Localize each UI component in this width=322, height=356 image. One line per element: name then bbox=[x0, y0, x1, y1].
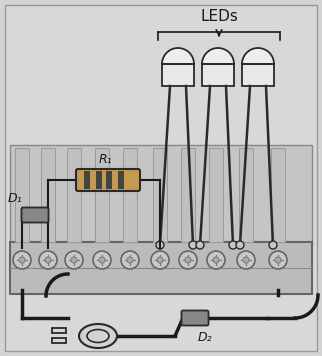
Circle shape bbox=[99, 257, 105, 263]
Bar bbox=[106, 171, 112, 189]
Bar bbox=[271, 148, 285, 242]
FancyBboxPatch shape bbox=[22, 208, 49, 222]
Bar bbox=[96, 171, 102, 189]
Circle shape bbox=[275, 257, 281, 263]
Bar bbox=[181, 148, 195, 242]
Bar bbox=[118, 171, 124, 189]
Circle shape bbox=[189, 241, 197, 249]
FancyBboxPatch shape bbox=[76, 169, 140, 191]
Circle shape bbox=[93, 251, 111, 269]
Text: D₂: D₂ bbox=[198, 331, 212, 344]
Text: R₁: R₁ bbox=[98, 153, 112, 166]
Bar bbox=[123, 148, 137, 242]
Bar bbox=[153, 148, 167, 242]
Circle shape bbox=[157, 257, 163, 263]
Bar bbox=[84, 171, 90, 189]
Circle shape bbox=[243, 257, 249, 263]
Circle shape bbox=[39, 251, 57, 269]
Circle shape bbox=[13, 251, 31, 269]
Circle shape bbox=[156, 241, 164, 249]
Circle shape bbox=[269, 241, 277, 249]
Bar bbox=[242, 64, 274, 86]
Circle shape bbox=[269, 251, 287, 269]
Bar bbox=[52, 338, 66, 343]
Polygon shape bbox=[162, 48, 194, 64]
Circle shape bbox=[71, 257, 77, 263]
Text: LEDs: LEDs bbox=[200, 9, 238, 24]
Circle shape bbox=[229, 241, 237, 249]
Bar bbox=[239, 148, 253, 242]
Circle shape bbox=[213, 257, 219, 263]
Circle shape bbox=[151, 251, 169, 269]
Bar bbox=[15, 148, 29, 242]
FancyBboxPatch shape bbox=[182, 310, 209, 325]
Circle shape bbox=[45, 257, 51, 263]
Circle shape bbox=[19, 257, 25, 263]
Circle shape bbox=[196, 241, 204, 249]
Circle shape bbox=[237, 251, 255, 269]
Circle shape bbox=[236, 241, 244, 249]
Bar bbox=[41, 148, 55, 242]
Circle shape bbox=[185, 257, 191, 263]
Bar bbox=[202, 64, 234, 86]
Text: D₁: D₁ bbox=[8, 192, 22, 205]
Circle shape bbox=[121, 251, 139, 269]
Circle shape bbox=[127, 257, 133, 263]
Circle shape bbox=[179, 251, 197, 269]
Circle shape bbox=[65, 251, 83, 269]
Bar bbox=[95, 148, 109, 242]
Polygon shape bbox=[202, 48, 234, 64]
Bar bbox=[209, 148, 223, 242]
Bar bbox=[52, 328, 66, 333]
Circle shape bbox=[207, 251, 225, 269]
Bar bbox=[67, 148, 81, 242]
Bar bbox=[10, 242, 312, 294]
Ellipse shape bbox=[79, 324, 117, 348]
Polygon shape bbox=[242, 48, 274, 64]
Bar bbox=[10, 145, 312, 245]
Bar bbox=[162, 64, 194, 86]
